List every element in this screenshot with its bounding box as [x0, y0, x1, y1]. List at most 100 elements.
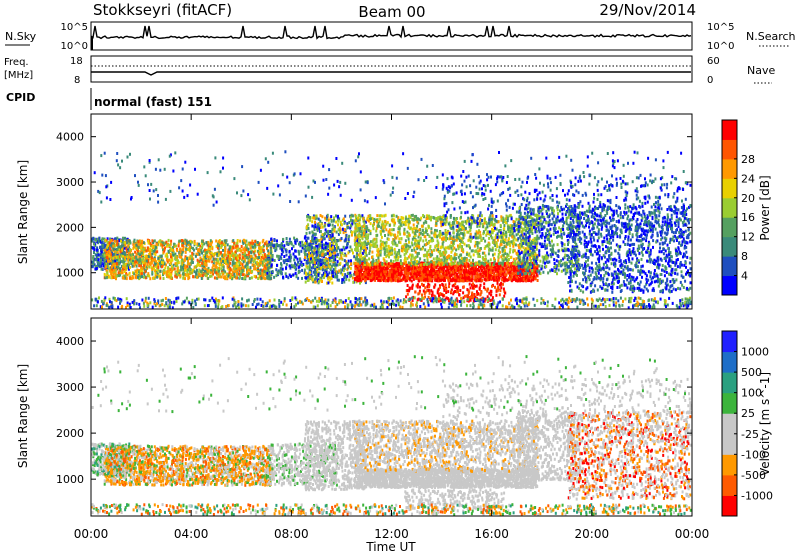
scatter-cell	[201, 262, 203, 265]
scatter-cell	[141, 275, 143, 278]
scatter-cell	[177, 273, 179, 276]
scatter-cell	[298, 243, 300, 246]
scatter-cell	[316, 254, 318, 257]
scatter-cell	[306, 262, 308, 265]
scatter-cell	[343, 269, 345, 272]
scatter-cell	[97, 262, 99, 265]
scatter-cell	[252, 263, 254, 266]
scatter-cell	[266, 264, 268, 267]
scatter-cell	[239, 240, 241, 243]
freq-unit: [MHz]	[4, 70, 33, 81]
scatter-cell	[229, 271, 231, 274]
scatter-cell	[335, 267, 337, 270]
scatter-cell	[258, 256, 260, 259]
scatter-cell	[327, 232, 329, 235]
scatter-cell	[211, 247, 213, 250]
scatter-cell	[304, 256, 306, 259]
scatter-cell	[242, 242, 244, 245]
scatter-cell	[452, 271, 454, 274]
scatter-cell	[322, 233, 324, 236]
scatter-cell	[106, 253, 108, 256]
scatter-cell	[220, 251, 222, 254]
scatter-cell	[300, 250, 302, 253]
scatter-cell	[222, 260, 224, 263]
scatter-cell	[530, 280, 532, 283]
scatter-cell	[337, 247, 339, 250]
scatter-cell	[441, 274, 443, 277]
scatter-cell	[133, 246, 135, 249]
scatter-cell	[195, 265, 197, 268]
scatter-cell	[218, 275, 220, 278]
scatter-cell	[304, 269, 306, 272]
scatter-cell	[154, 253, 156, 256]
scatter-cell	[209, 260, 211, 263]
scatter-cell	[314, 261, 316, 264]
scatter-cell	[246, 271, 248, 274]
scatter-cell	[404, 268, 406, 271]
scatter-cell	[325, 246, 327, 249]
scatter-cell	[220, 267, 222, 270]
scatter-cell	[210, 271, 212, 274]
scatter-cell	[306, 215, 308, 218]
scatter-cell	[139, 259, 141, 262]
scatter-cell	[181, 253, 183, 256]
scatter-cell	[311, 254, 313, 257]
scatter-cell	[499, 270, 501, 273]
scatter-cell	[323, 236, 325, 239]
scatter-cell	[307, 223, 309, 226]
scatter-cell	[230, 268, 232, 271]
scatter-cell	[182, 248, 184, 251]
scatter-cell	[207, 277, 209, 280]
scatter-cell	[240, 249, 242, 252]
scatter-cell	[124, 244, 126, 247]
scatter-cell	[127, 245, 129, 248]
scatter-cell	[129, 266, 131, 269]
scatter-cell	[502, 268, 504, 271]
scatter-cell	[392, 275, 394, 278]
scatter-cell	[389, 269, 391, 272]
scatter-cell	[242, 266, 244, 269]
scatter-cell	[427, 279, 429, 282]
scatter-cell	[236, 272, 238, 275]
scatter-cell	[293, 253, 295, 256]
scatter-cell	[342, 273, 344, 276]
scatter-cell	[443, 270, 445, 273]
scatter-cell	[201, 270, 203, 273]
scatter-cell	[339, 257, 341, 260]
scatter-cell	[331, 248, 333, 251]
scatter-cell	[232, 239, 234, 242]
scatter-cell	[531, 276, 533, 279]
scatter-cell	[309, 265, 311, 268]
scatter-cell	[287, 276, 289, 279]
scatter-cell	[244, 265, 246, 268]
scatter-cell	[345, 246, 347, 249]
scatter-cell	[341, 281, 343, 284]
scatter-cell	[370, 279, 372, 282]
scatter-cell	[157, 257, 159, 260]
scatter-cell	[149, 248, 151, 251]
scatter-cell	[355, 267, 357, 270]
scatter-cell	[321, 215, 323, 218]
scatter-cell	[289, 242, 291, 245]
scatter-cell	[151, 271, 153, 274]
scatter-cell	[320, 244, 322, 247]
scatter-cell	[298, 250, 300, 253]
scatter-cell	[371, 274, 373, 277]
scatter-cell	[114, 237, 116, 240]
scatter-cell	[175, 271, 177, 274]
scatter-cell	[381, 268, 383, 271]
scatter-cell	[348, 279, 350, 282]
scatter-cell	[115, 256, 117, 259]
scatter-cell	[236, 245, 238, 248]
scatter-cell	[451, 267, 453, 270]
scatter-cell	[396, 262, 398, 265]
scatter-cell	[108, 260, 110, 263]
scatter-cell	[150, 242, 152, 245]
scatter-cell	[173, 254, 175, 257]
scatter-cell	[93, 251, 95, 254]
scatter-cell	[96, 267, 98, 270]
scatter-cell	[365, 268, 367, 271]
scatter-cell	[350, 259, 352, 262]
scatter-cell	[340, 257, 342, 260]
scatter-cell	[518, 278, 520, 281]
